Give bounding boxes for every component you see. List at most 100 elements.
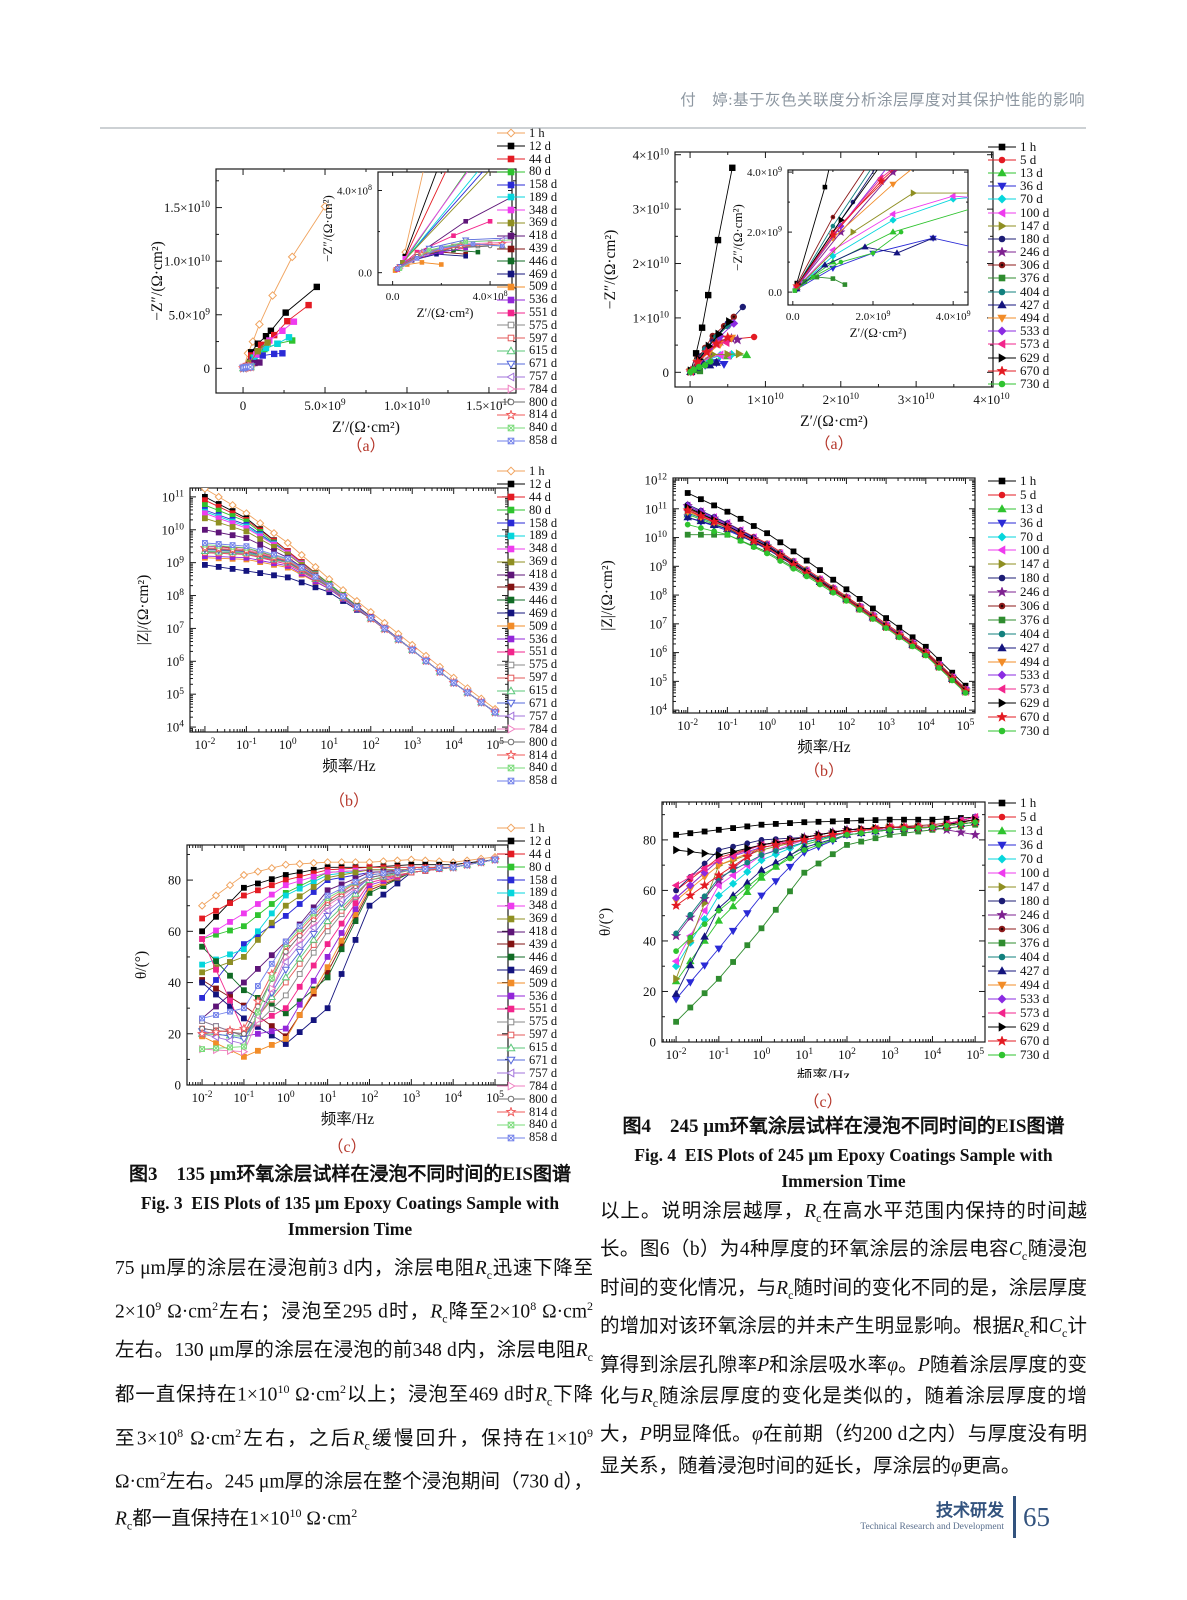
legend-item: 446 d (497, 254, 597, 268)
svg-text:60: 60 (168, 924, 181, 939)
legend-item-label: 446 d (529, 949, 558, 964)
fig4-phase-chart: 10-2 10-1 100 101 102 103 104 105 0 20 40 60 80 频率/Hz… (590, 768, 990, 1078)
legend-item: 13 d (988, 165, 1088, 180)
legend-item-label: 814 d (529, 747, 558, 762)
legend-marker-sx-icon (497, 777, 525, 785)
fig3a-legend: 1 h 12 d 44 d 80 d 158 d 189 d 348 d 369 d 418 d… (497, 126, 597, 447)
legend-item-label: 180 d (1020, 230, 1050, 246)
legend-item: 376 d (988, 612, 1088, 627)
svg-text:4.0×109: 4.0×109 (936, 309, 971, 323)
page-footer: 技术研发 Technical Research and Development … (860, 1496, 1050, 1538)
svg-text:3×1010: 3×1010 (898, 392, 935, 407)
legend-marker-sq-icon (497, 1018, 525, 1026)
legend-item-label: 5 d (1020, 809, 1037, 824)
legend-item-label: 469 d (529, 962, 558, 977)
legend-item: 840 d (497, 760, 597, 774)
running-header: 付 婷:基于灰色关联度分析涂层厚度对其保护性能的影响 (680, 92, 1085, 109)
legend-marker-st-icon (988, 910, 1016, 920)
legend-item: 469 d (497, 267, 597, 281)
svg-text:−Z″/(Ω·cm²): −Z″/(Ω·cm²) (602, 230, 619, 310)
legend-marker-ci-icon (988, 380, 1016, 388)
svg-text:10-1: 10-1 (236, 737, 257, 752)
legend-item-label: 189 d (529, 189, 558, 204)
legend-item-label: 44 d (529, 489, 551, 504)
legend-marker-st-icon (497, 1107, 525, 1117)
legend-item-label: 784 d (529, 1078, 558, 1093)
svg-text:4×1010: 4×1010 (973, 392, 1010, 407)
svg-text:4.0×108: 4.0×108 (337, 183, 372, 197)
legend-item: 80 d (497, 503, 597, 517)
fig4a-inset-svg: 0.0 2.0×109 4.0×109 0.0 2.0×109 4.0×109 Z′/(Ω·… (730, 165, 971, 340)
legend-item-label: 36 d (1020, 514, 1043, 530)
svg-text:1012: 1012 (645, 473, 668, 488)
legend-item: 670 d (988, 363, 1088, 378)
legend-marker-sq-icon (497, 532, 525, 540)
legend-marker-st-icon (988, 247, 1016, 257)
legend-item: 573 d (988, 681, 1088, 696)
legend-marker-td-icon (497, 1057, 525, 1066)
legend-item-label: 246 d (1020, 244, 1050, 260)
legend-item-label: 536 d (529, 631, 558, 646)
legend-item-label: 418 d (529, 567, 558, 582)
legend-item-label: 670 d (1020, 709, 1050, 725)
legend-marker-ci-icon (497, 398, 525, 406)
svg-text:10-2: 10-2 (192, 1090, 213, 1105)
legend-item: 536 d (497, 292, 597, 306)
legend-item: 597 d (497, 670, 597, 684)
legend-marker-td-icon (988, 981, 1016, 990)
svg-text:102: 102 (362, 737, 380, 752)
legend-marker-sq-icon (497, 863, 525, 871)
legend-marker-sq-icon (988, 616, 1016, 624)
legend-item-label: 404 d (1020, 949, 1050, 964)
legend-item: 494 d (988, 977, 1088, 992)
legend-marker-sq-icon (497, 1005, 525, 1013)
legend-item: 12 d (497, 834, 597, 848)
legend-item: 158 d (497, 516, 597, 530)
legend-item-label: 306 d (1020, 597, 1050, 613)
legend-marker-sq-icon (497, 181, 525, 188)
svg-text:0.0: 0.0 (386, 291, 400, 303)
svg-text:20: 20 (643, 984, 656, 999)
fig4-caption-zh: 图4 245 μm环氧涂层试样在浸泡不同时间的EIS图谱 (622, 1116, 1065, 1137)
legend-marker-sq-icon (497, 493, 525, 501)
legend-item-label: 509 d (529, 618, 558, 633)
legend-item-label: 158 d (529, 177, 558, 192)
legend-item: 246 d (988, 907, 1088, 922)
fig3b-legend: 1 h 12 d 44 d 80 d 158 d 189 d 348 d 369 d 418 d… (497, 464, 597, 787)
legend-item-label: 575 d (529, 1014, 558, 1029)
legend-item: 100 d (988, 865, 1088, 880)
legend-marker-tr-icon (988, 1022, 1016, 1032)
legend-marker-td-icon (497, 700, 525, 709)
legend-item: 509 d (497, 618, 597, 633)
legend-item-label: 418 d (529, 228, 558, 243)
legend-item-label: 730 d (1020, 1047, 1050, 1062)
legend-marker-ci-icon (988, 491, 1016, 499)
legend-marker-sq-icon (497, 519, 525, 527)
svg-text:3×1010: 3×1010 (633, 202, 670, 217)
fig3-nyquist-chart: 0 5.0×109 1.0×1010 1.5×1010 0 5.0×109 1.0×1010… (135, 125, 595, 440)
svg-text:|Z|/(Ω·cm²): |Z|/(Ω·cm²) (599, 560, 616, 631)
fig4b-sublabel: （b） (803, 763, 844, 780)
legend-item: 189 d (497, 528, 597, 542)
legend-item-label: 70 d (1020, 191, 1043, 207)
legend-item: 36 d (988, 514, 1088, 530)
legend-item: 348 d (497, 203, 597, 217)
legend-item: 1 h (497, 464, 597, 478)
legend-item-label: 100 d (1020, 865, 1050, 880)
svg-text:103: 103 (881, 1047, 899, 1062)
legend-marker-sq-icon (988, 477, 1016, 485)
legend-item-label: 757 d (529, 369, 558, 384)
legend-item: 494 d (988, 310, 1088, 325)
legend-marker-st-icon (497, 750, 525, 760)
legend-item-label: 597 d (529, 1027, 558, 1042)
svg-text:104: 104 (444, 1090, 462, 1105)
legend-marker-sq-icon (497, 232, 525, 240)
legend-item-label: 427 d (1020, 296, 1050, 312)
legend-marker-sq-icon (497, 270, 525, 278)
svg-text:频率/Hz: 频率/Hz (322, 757, 376, 775)
legend-marker-sq-icon (497, 283, 525, 291)
legend-marker-sq-icon (497, 142, 525, 150)
legend-marker-sq-icon (497, 941, 525, 948)
legend-item: 189 d (497, 885, 597, 899)
legend-item: 246 d (988, 584, 1088, 599)
